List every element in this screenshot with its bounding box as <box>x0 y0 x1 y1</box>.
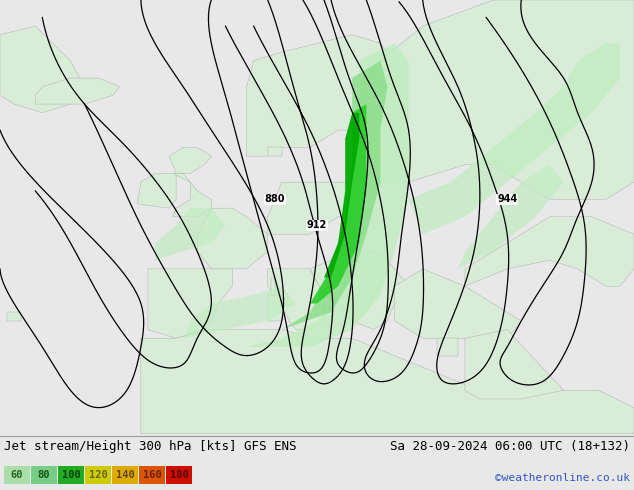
Bar <box>4 466 30 484</box>
Polygon shape <box>7 312 21 321</box>
Polygon shape <box>141 330 634 434</box>
Polygon shape <box>268 147 281 156</box>
Polygon shape <box>268 182 380 234</box>
Bar <box>31 466 57 484</box>
Bar <box>112 466 138 484</box>
Polygon shape <box>268 269 324 330</box>
Text: 912: 912 <box>307 220 327 230</box>
Polygon shape <box>465 217 634 286</box>
Text: 880: 880 <box>264 195 285 204</box>
Polygon shape <box>169 147 211 173</box>
Bar <box>85 466 111 484</box>
Polygon shape <box>310 251 408 330</box>
Polygon shape <box>324 113 359 277</box>
Text: 180: 180 <box>170 470 188 480</box>
Polygon shape <box>155 208 226 260</box>
Bar <box>139 466 165 484</box>
Polygon shape <box>271 277 275 295</box>
Polygon shape <box>366 0 634 199</box>
Text: ©weatheronline.co.uk: ©weatheronline.co.uk <box>495 473 630 483</box>
Polygon shape <box>394 269 521 338</box>
Polygon shape <box>0 26 84 113</box>
Polygon shape <box>268 295 281 321</box>
Bar <box>166 466 192 484</box>
Polygon shape <box>247 44 408 347</box>
Polygon shape <box>183 286 296 338</box>
Polygon shape <box>197 208 268 269</box>
Polygon shape <box>310 104 366 304</box>
Polygon shape <box>465 330 564 399</box>
Polygon shape <box>353 61 408 130</box>
Bar <box>58 466 84 484</box>
Text: 60: 60 <box>11 470 23 480</box>
Text: 120: 120 <box>89 470 107 480</box>
Polygon shape <box>458 165 564 269</box>
Polygon shape <box>138 173 176 208</box>
Text: 80: 80 <box>38 470 50 480</box>
Polygon shape <box>148 269 233 338</box>
Text: 140: 140 <box>115 470 134 480</box>
Text: Jet stream/Height 300 hPa [kts] GFS ENS: Jet stream/Height 300 hPa [kts] GFS ENS <box>4 440 297 453</box>
Text: 100: 100 <box>61 470 81 480</box>
Polygon shape <box>36 78 120 104</box>
Polygon shape <box>281 61 387 330</box>
Polygon shape <box>408 44 620 234</box>
Polygon shape <box>437 338 458 356</box>
Polygon shape <box>172 173 211 217</box>
Text: 160: 160 <box>143 470 162 480</box>
Polygon shape <box>247 35 394 156</box>
Text: Sa 28-09-2024 06:00 UTC (18+132): Sa 28-09-2024 06:00 UTC (18+132) <box>390 440 630 453</box>
Text: 944: 944 <box>497 195 517 204</box>
